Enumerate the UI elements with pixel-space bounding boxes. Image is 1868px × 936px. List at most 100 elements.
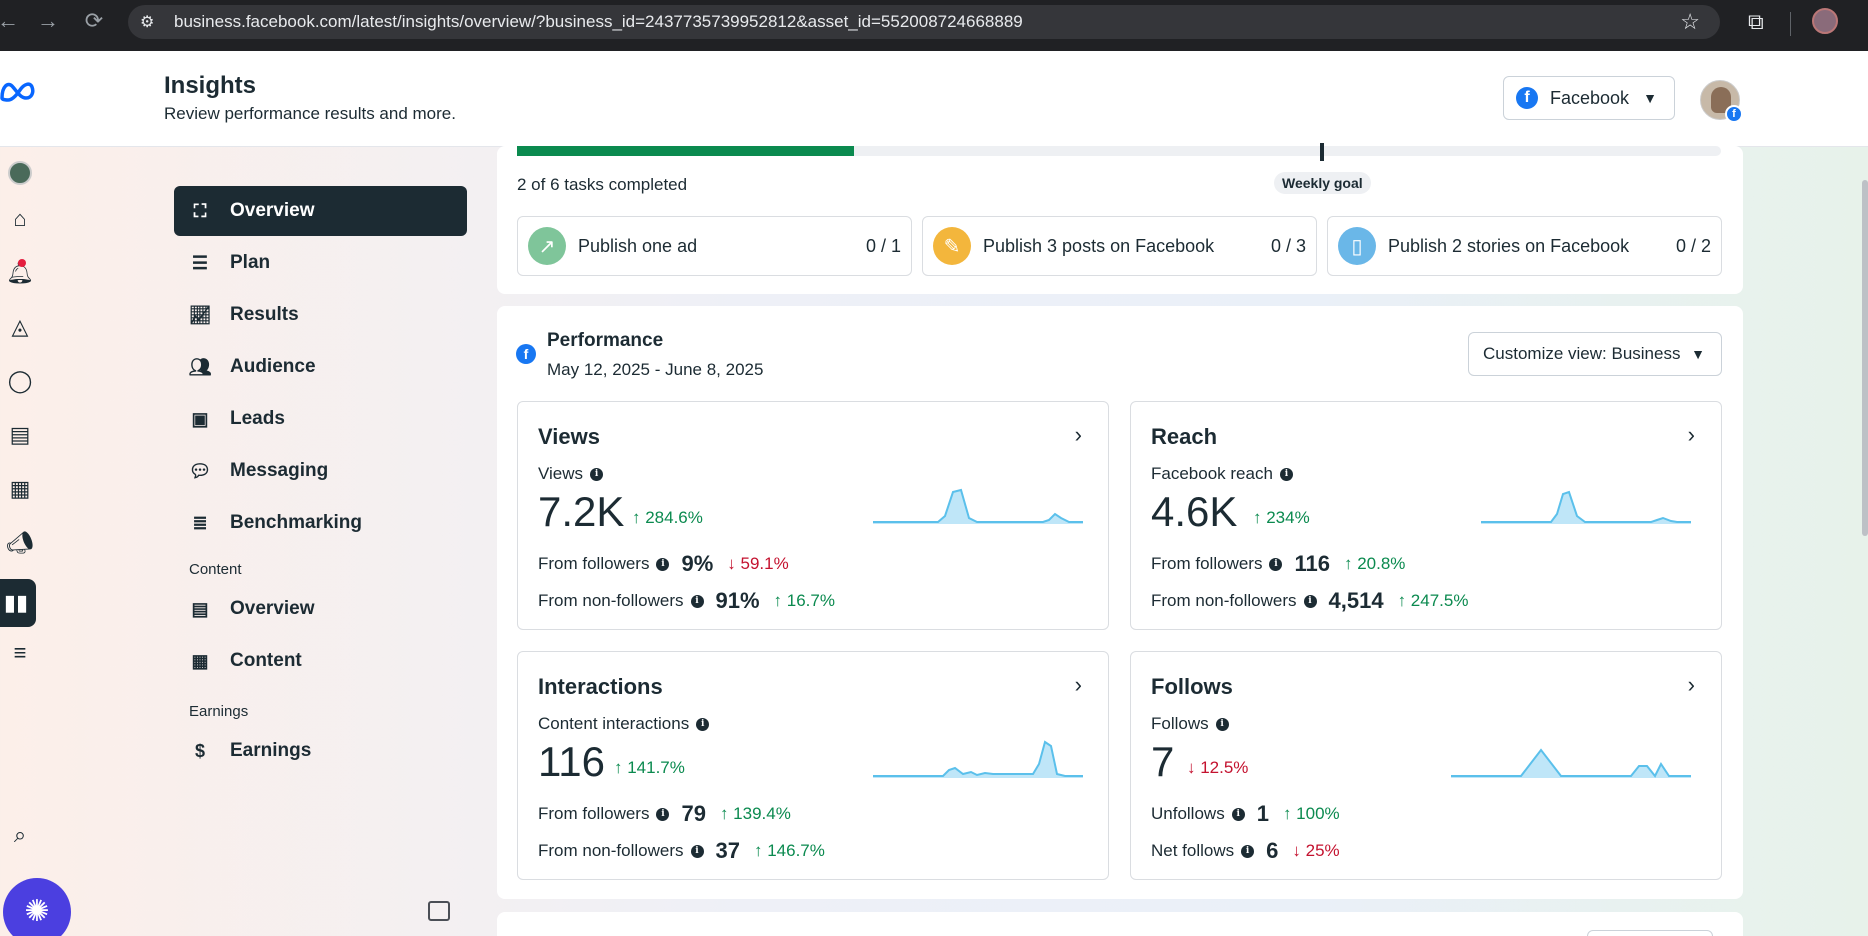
task-publish-stories[interactable]: ▯ Publish 2 stories on Facebook 0 / 2 [1327,216,1722,276]
contact-card-icon: ▣ [191,408,209,429]
trend-chart-icon: 📈︎ [188,304,212,325]
task-publish-ad[interactable]: ↗ Publish one ad 0 / 1 [517,216,912,276]
nav-item-content[interactable]: ▦ Content [174,636,467,686]
nav-item-content-overview[interactable]: ▤ Overview [174,584,467,634]
row-delta: ↑ 20.8% [1343,554,1406,573]
insights-bar-chart-icon[interactable]: ▮▮ [0,579,36,627]
platform-select-label: Facebook [1550,87,1630,108]
info-icon[interactable]: i [656,807,670,821]
metric-sublabel-text: Follows [1151,714,1209,733]
forward-icon[interactable]: → [37,8,59,33]
task-publish-posts[interactable]: ✎ Publish 3 posts on Facebook 0 / 3 [922,216,1317,276]
metric-sublabel: Content interactions i [538,714,710,734]
info-icon[interactable]: i [1241,844,1255,858]
breakdown-row: From non-followers i 91% ↑ 16.7% [538,588,835,614]
nav-item-label: Content [230,650,302,671]
row-label: From non-followers [538,591,684,610]
compass-icon[interactable]: ◬ [11,314,29,339]
nav-item-results[interactable]: 📈︎ Results [174,290,467,340]
dollar-circle-icon: $ [194,740,205,761]
nav-item-plan[interactable]: ☰ Plan [174,238,467,288]
chevron-right-icon[interactable]: › [1687,422,1695,447]
info-icon[interactable]: i [1279,467,1293,481]
task-label: Publish one ad [578,235,698,256]
platform-select[interactable]: f Facebook ▼ [1503,76,1675,120]
follows-card[interactable]: Follows › Follows i 7 ↓ 12.5% Unfollows i 1… [1130,651,1722,880]
nav-item-benchmarking[interactable]: ≣ Benchmarking [174,498,467,548]
interactions-sparkline [873,740,1083,778]
row-label: From non-followers [1151,591,1297,610]
info-icon[interactable]: i [1269,557,1283,571]
nav-item-earnings[interactable]: $ Earnings [174,726,467,776]
task-label: Publish 2 stories on Facebook [1388,235,1630,256]
chevron-right-icon[interactable]: › [1074,422,1082,447]
task-count: 0 / 3 [1270,235,1306,256]
search-icon[interactable]: ⌕ [13,822,27,847]
global-nav-rail: ⌂ 🔔︎ ◬ ◯ ▤ ▦ 📣︎ ▮▮ ≡ ⌕ [0,147,40,936]
customize-view-label: Customize view: Business [1483,344,1681,363]
info-icon[interactable]: i [690,844,704,858]
bookmark-star-icon[interactable]: ☆ [1680,9,1700,34]
posts-icon[interactable]: ▤ [9,422,31,447]
calendar-icon[interactable]: ▦ [9,476,31,501]
collapse-sidebar-icon[interactable] [428,901,450,921]
back-icon[interactable]: ← [0,8,19,33]
page-avatar-icon[interactable] [0,153,40,193]
row-value: 9% [681,551,714,576]
info-icon[interactable]: i [690,594,704,608]
nav-item-overview[interactable]: ⛶ Overview [174,186,467,236]
next-section-control[interactable] [1587,930,1713,936]
row-value: 91% [715,588,760,613]
info-icon[interactable]: i [1231,807,1245,821]
reach-card[interactable]: Reach › Facebook reach i 4.6K ↑ 234% From… [1130,401,1722,630]
metric-sublabel-text: Content interactions [538,714,690,733]
page-scrollbar[interactable] [1862,180,1868,536]
reload-icon[interactable]: ⟳ [84,8,104,33]
help-assistant-button[interactable]: ✺ [3,878,71,936]
chevron-right-icon[interactable]: › [1687,672,1695,697]
site-settings-icon[interactable]: ⚙ [140,14,155,31]
progress-fill [517,146,855,156]
nav-item-messaging[interactable]: 💬︎ Messaging [174,446,467,496]
customize-view-select[interactable]: Customize view: Business ▼ [1468,332,1722,376]
info-icon[interactable]: i [1303,594,1317,608]
menu-icon[interactable]: ≡ [13,640,27,665]
nav-item-leads[interactable]: ▣ Leads [174,394,467,444]
megaphone-ads-icon[interactable]: 📣︎ [6,530,34,555]
row-value: 6 [1266,838,1279,863]
metric-sublabel: Follows i [1151,714,1229,734]
list-search-icon: ≣ [192,512,208,533]
metric-value: 7.2K [538,488,625,535]
facebook-icon: f [1516,87,1538,109]
follows-sparkline [1451,748,1691,778]
nav-item-audience[interactable]: 👥︎ Audience [174,342,467,392]
info-icon[interactable]: i [696,717,710,731]
people-icon: 👥︎ [188,356,212,377]
address-bar[interactable]: ⚙ business.facebook.com/latest/insights/… [128,5,1720,39]
breakdown-row: From followers i 116 ↑ 20.8% [1151,551,1405,577]
home-icon[interactable]: ⌂ [13,206,27,231]
notifications-bell-icon[interactable]: 🔔︎ [6,259,34,285]
interactions-card[interactable]: Interactions › Content interactions i 116… [517,651,1109,880]
row-value: 4,514 [1328,588,1384,613]
nav-section-content: Content [189,561,242,578]
inbox-chat-icon[interactable]: ◯ [7,368,33,393]
views-card[interactable]: Views › Views i 7.2K ↑ 284.6% From follow… [517,401,1109,630]
row-delta: ↑ 139.4% [719,804,791,823]
caret-down-icon: ▼ [1643,90,1657,106]
extensions-icon[interactable]: ⧉ [1748,9,1764,34]
info-icon[interactable]: i [1215,717,1229,731]
notification-dot [18,259,26,267]
list-icon: ☰ [191,252,209,273]
tasks-completed-text: 2 of 6 tasks completed [517,175,688,194]
info-icon[interactable]: i [656,557,670,571]
nav-item-label: Overview [230,598,315,619]
account-avatar[interactable]: f [1700,80,1743,123]
task-label: Publish 3 posts on Facebook [983,235,1215,256]
chevron-right-icon[interactable]: › [1074,672,1082,697]
toolbar-divider [1790,12,1791,36]
meta-logo-icon[interactable] [0,80,36,104]
info-icon[interactable]: i [590,467,604,481]
metric-value: 4.6K [1151,488,1238,535]
browser-profile-avatar[interactable] [1812,8,1838,34]
